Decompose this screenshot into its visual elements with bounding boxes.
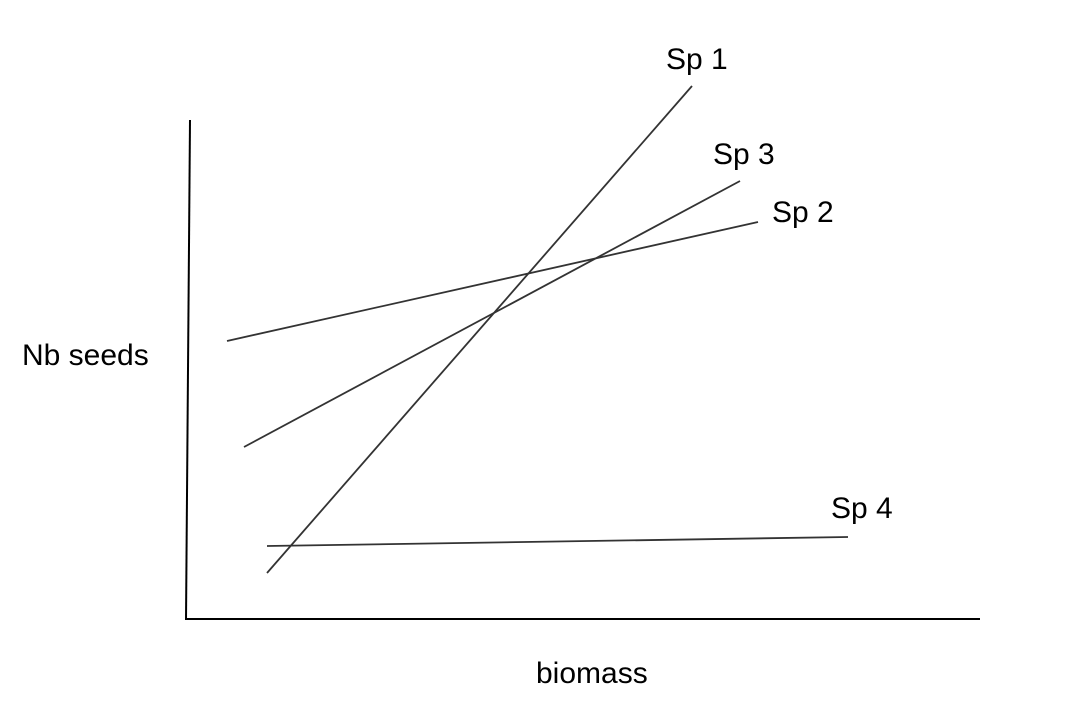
x-axis-label: biomass	[536, 657, 648, 690]
sp1-line	[266, 85, 693, 574]
y-axis-label: Nb seeds	[22, 339, 149, 372]
y-axis	[185, 119, 191, 621]
sp3-line	[243, 180, 741, 448]
sp2-label: Sp 2	[772, 196, 834, 229]
sp2-line	[226, 221, 759, 342]
sp3-label: Sp 3	[713, 138, 775, 171]
sp4-label: Sp 4	[831, 492, 893, 525]
sp4-line	[266, 536, 849, 547]
sp1-label: Sp 1	[666, 43, 728, 76]
